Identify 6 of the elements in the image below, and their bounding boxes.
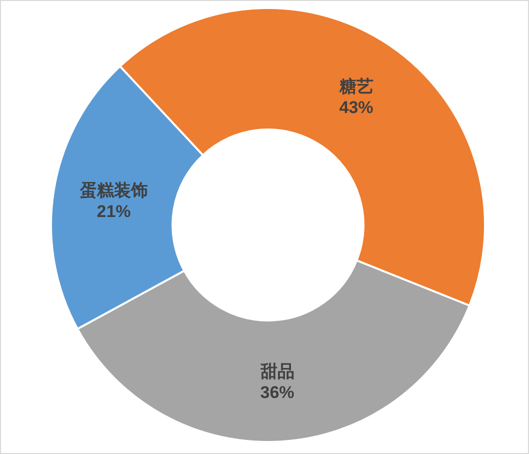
data-label: 21% bbox=[96, 202, 131, 222]
slice-label: 蛋糕装饰 bbox=[78, 181, 148, 200]
slice-label: 甜品 bbox=[259, 362, 294, 381]
data-label: 43% bbox=[339, 98, 374, 118]
slice-label: 糖艺 bbox=[338, 77, 374, 96]
data-label: 36% bbox=[260, 382, 294, 402]
